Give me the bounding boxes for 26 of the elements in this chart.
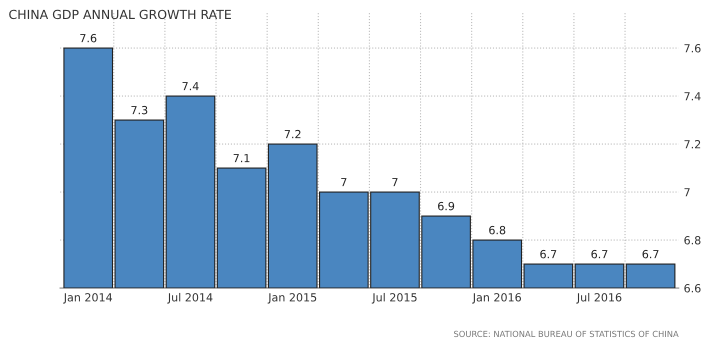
data-label: 6.7 bbox=[642, 250, 658, 258]
data-label: 6.8 bbox=[489, 226, 506, 234]
data-label: 7.1 bbox=[234, 154, 250, 162]
y-tick-label: 7.4 bbox=[684, 92, 701, 100]
y-tick-label: 7.2 bbox=[684, 140, 700, 148]
y-tick-label: 6.6 bbox=[684, 284, 701, 292]
data-label: 7 bbox=[392, 178, 398, 186]
x-tick-label: Jan 2016 bbox=[472, 293, 521, 304]
x-tick-label: Jan 2015 bbox=[268, 293, 316, 304]
data-label: 6.7 bbox=[591, 250, 608, 258]
data-label: 7.2 bbox=[284, 130, 300, 138]
data-label: 7.4 bbox=[182, 82, 199, 90]
x-tick-label: Jan 2014 bbox=[63, 293, 112, 304]
data-label: 6.9 bbox=[438, 202, 454, 210]
source-note: SOURCE: NATIONAL BUREAU OF STATISTICS OF CHINA bbox=[454, 330, 679, 338]
y-tick-label: 6.8 bbox=[684, 236, 700, 244]
chart-title: CHINA GDP ANNUAL GROWTH RATE bbox=[9, 10, 231, 20]
data-label: 7.6 bbox=[80, 34, 96, 42]
x-tick-label: Jul 2016 bbox=[576, 292, 622, 304]
x-tick-label: Jul 2015 bbox=[372, 292, 417, 304]
y-tick-label: 7 bbox=[684, 188, 690, 196]
y-tick-label: 7.6 bbox=[684, 44, 701, 52]
data-label: 6.7 bbox=[540, 250, 556, 258]
data-label: 7 bbox=[341, 178, 346, 186]
x-tick-label: Jul 2014 bbox=[167, 292, 212, 304]
data-label: 7.3 bbox=[131, 106, 148, 114]
